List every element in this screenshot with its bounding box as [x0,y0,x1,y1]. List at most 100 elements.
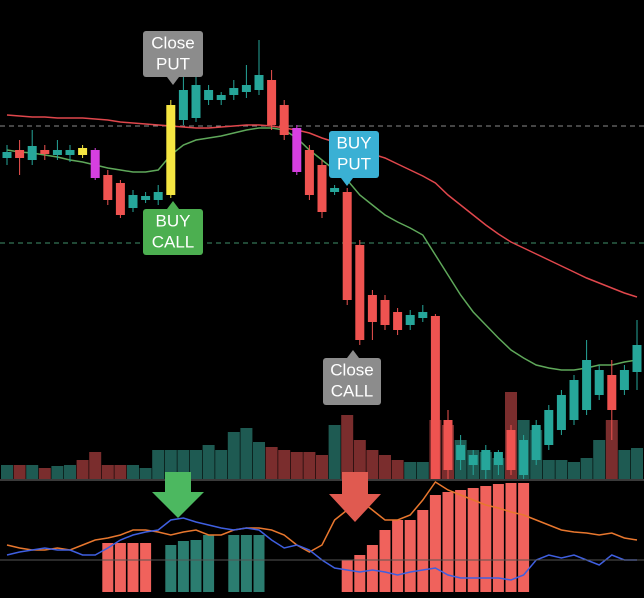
candle-body [128,195,138,208]
candle-body [443,420,453,470]
histogram-bar [366,545,378,592]
volume-bar [38,468,51,480]
candle-body [493,452,503,465]
volume-bar [593,440,606,480]
histogram-bar [203,535,215,592]
volume-bar [605,420,618,480]
volume-bar [265,447,278,480]
candle-body [317,165,327,212]
candle-body [556,395,566,430]
candle-body [292,128,302,172]
histogram-bar [240,535,252,592]
volume-bar [253,442,265,480]
candle-body [342,192,352,300]
label-text: BUY [337,133,372,152]
candle-body [330,188,340,192]
candle-body [304,150,314,195]
candle-body [619,370,629,390]
label-text: CALL [331,381,374,400]
candle-body [103,175,113,200]
candle-body [569,380,579,420]
volume-bar [215,450,228,480]
histogram-bar [429,495,441,592]
candle-body [15,150,25,158]
volume-bar [51,466,64,480]
histogram-bar [341,560,353,592]
candle-body [506,430,516,470]
volume-bar [139,468,152,480]
candle-body [267,80,277,125]
candle-body [216,95,226,100]
volume-bar [416,462,429,480]
candle-body [2,152,12,158]
candle-body [367,295,377,322]
candle-body [254,75,264,90]
histogram-bar [455,490,467,592]
volume-bar [316,455,328,480]
candle-body [607,375,617,410]
volume-bar [580,458,593,480]
volume-bar [278,450,291,480]
candle-body [229,88,239,95]
volume-bar [202,445,215,480]
volume-bar [542,460,555,480]
volume-bar [89,452,102,480]
volume-bar [190,450,202,480]
histogram-bar [505,483,517,592]
candle-body [52,150,62,155]
histogram-bar [417,510,429,592]
histogram-bar [480,486,492,592]
label-pointer [167,201,179,209]
volume-bar [568,462,580,480]
candle-body [153,192,163,200]
candle-body [430,316,440,480]
volume-bar [404,462,417,480]
label-pointer [347,350,359,358]
candle-body [40,150,50,154]
candle-body [405,315,415,325]
histogram-bar [165,545,177,592]
label-text: Close [151,33,194,52]
volume-bar [290,452,303,480]
candle-body [115,183,125,215]
histogram-bar [177,541,189,592]
candle-body [632,345,642,372]
volume-bar [227,432,240,480]
volume-bar [618,450,631,480]
candle-body [90,150,100,178]
label-box [143,31,203,77]
volume-bar [555,460,568,480]
volume-bar [303,452,316,480]
candle-body [78,148,88,155]
annotation: BUY CALL [143,201,203,255]
candle-body [166,105,176,195]
volume-bar [328,425,341,480]
histogram-bar [379,530,391,592]
volume-bar [391,460,404,480]
histogram-bar [228,535,240,592]
candle-body [468,455,478,465]
histogram-bar [518,483,530,592]
volume-bar [76,460,89,480]
candle-body [65,150,75,155]
candle-body [178,90,188,120]
histogram-bar [392,520,404,592]
annotation: Close CALL [323,350,381,405]
volume-bar [114,465,127,480]
volume-bar [26,465,39,480]
volume-bar [127,465,139,480]
label-text: PUT [156,54,190,73]
histogram-bar [404,520,416,592]
volume-bar [366,450,379,480]
arrow-down-red [329,472,381,522]
histogram-bar [253,535,265,592]
label-text: Close [330,360,373,379]
volume-bar [631,448,643,480]
volume-bar [341,415,354,480]
candle-body [141,196,151,200]
candle-body [191,85,201,118]
candle-body [418,312,428,318]
candle-body [531,425,541,460]
candle-body [204,90,214,100]
